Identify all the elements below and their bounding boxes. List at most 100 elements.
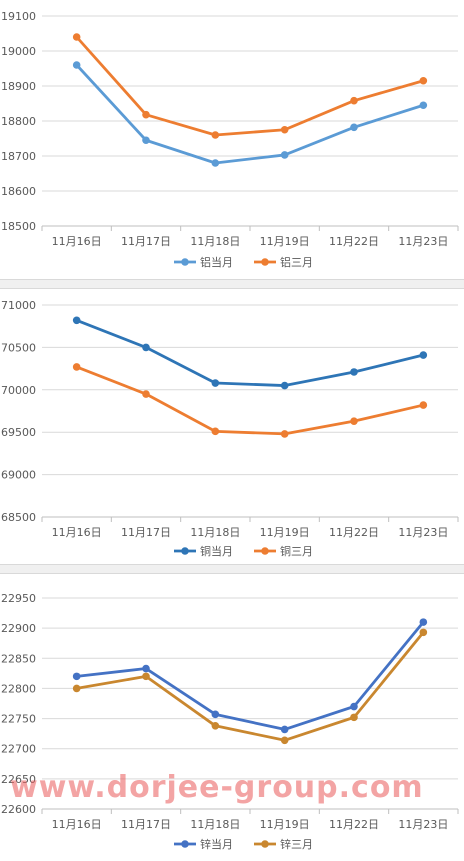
legend-label: 铝当月	[200, 255, 233, 269]
data-point	[350, 713, 358, 722]
series-line	[76, 365, 424, 436]
y-tick-label: 68500	[1, 511, 36, 524]
data-point	[350, 96, 358, 105]
data-point	[72, 33, 81, 41]
copper-line-chart: 68500 69000 69500 70000 70500 71000 11月16日 11月1…	[1, 299, 459, 558]
zinc-chart-panel: 22600 22650 22700 22750 22800 22850 22900 22950…	[0, 574, 464, 857]
data-point	[280, 381, 289, 390]
data-point	[211, 131, 220, 139]
x-tick-label: 11月23日	[398, 526, 448, 539]
aluminum-chart-panel: 18500 18600 18700 18800 18900 19000 19100 11月16…	[0, 0, 464, 279]
x-tick-label: 11月22日	[329, 818, 379, 831]
y-tick-label: 18900	[1, 80, 36, 93]
y-tick-label: 22900	[1, 622, 36, 635]
data-point	[72, 61, 81, 69]
data-point	[72, 672, 81, 681]
y-tick-label: 19000	[1, 45, 36, 58]
x-tick-label: 11月19日	[260, 526, 310, 539]
x-tick-label: 11月19日	[260, 235, 310, 248]
x-tick-label: 11月19日	[260, 818, 310, 831]
data-point	[280, 151, 289, 159]
aluminum-line-chart: 18500 18600 18700 18800 18900 19000 19100 11月16…	[1, 10, 459, 269]
y-tick-label: 71000	[1, 299, 36, 312]
x-tick-label: 11月17日	[121, 235, 171, 248]
data-point	[142, 343, 150, 352]
legend-marker	[181, 840, 189, 848]
data-point	[211, 379, 220, 387]
y-tick-label: 18700	[1, 150, 36, 163]
legend-marker	[181, 258, 189, 266]
panel-divider	[0, 279, 464, 289]
y-tick-label: 19100	[1, 10, 36, 23]
legend-label: 铝三月	[280, 255, 313, 269]
x-tick-label: 11月17日	[121, 526, 171, 539]
x-tick-label: 11月16日	[52, 818, 102, 831]
y-tick-label: 18600	[1, 185, 36, 198]
x-tick-label: 11月18日	[190, 235, 240, 248]
data-point	[142, 664, 150, 673]
zinc-line-chart: 22600 22650 22700 22750 22800 22850 22900 22950…	[1, 592, 459, 851]
series-line	[75, 36, 424, 137]
y-tick-label: 22750	[1, 713, 36, 726]
data-point	[142, 110, 150, 119]
data-point	[211, 722, 220, 730]
data-point	[211, 159, 220, 167]
data-point	[72, 684, 81, 693]
x-tick-label: 11月22日	[329, 235, 379, 248]
data-point	[419, 101, 428, 110]
x-tick-label: 11月16日	[52, 526, 102, 539]
series-line	[76, 621, 425, 731]
x-tick-label: 11月17日	[121, 818, 171, 831]
y-tick-label: 69500	[1, 426, 36, 439]
data-point	[419, 76, 428, 85]
x-tick-label: 11月23日	[398, 818, 448, 831]
legend-label: 铜三月	[280, 544, 313, 558]
y-tick-label: 22950	[1, 592, 36, 605]
panel-divider	[0, 564, 464, 574]
data-point	[72, 316, 81, 325]
data-point	[419, 618, 428, 626]
data-point	[419, 401, 428, 409]
data-point	[280, 125, 289, 134]
y-tick-label: 22600	[1, 803, 36, 816]
data-point	[142, 136, 150, 145]
legend-label: 锌当月	[200, 837, 233, 851]
x-tick-label: 11月23日	[398, 235, 448, 248]
legend-marker	[261, 547, 269, 555]
y-tick-label: 69000	[1, 469, 36, 482]
y-tick-label: 22650	[1, 773, 36, 786]
data-point	[211, 427, 220, 436]
series-line	[75, 64, 424, 165]
data-point	[72, 363, 81, 371]
data-point	[419, 628, 428, 637]
data-point	[280, 430, 289, 438]
x-tick-label: 11月18日	[190, 818, 240, 831]
data-point	[142, 672, 150, 681]
y-tick-label: 22800	[1, 682, 36, 695]
data-point	[350, 417, 358, 425]
legend-marker	[261, 840, 269, 848]
x-tick-label: 11月16日	[52, 235, 102, 248]
data-point	[350, 368, 358, 376]
data-point	[280, 736, 289, 745]
series-line	[76, 318, 424, 387]
data-point	[350, 123, 358, 132]
data-point	[419, 351, 428, 359]
legend-label: 锌三月	[280, 837, 313, 851]
data-point	[280, 725, 289, 734]
x-tick-label: 11月18日	[190, 526, 240, 539]
y-tick-label: 70000	[1, 384, 36, 397]
legend-label: 铜当月	[200, 544, 233, 558]
y-tick-label: 18800	[1, 115, 36, 128]
legend-marker	[181, 547, 189, 555]
data-point	[350, 702, 358, 711]
legend-marker	[261, 258, 269, 266]
data-point	[211, 710, 220, 719]
x-tick-label: 11月22日	[329, 526, 379, 539]
series-line	[76, 631, 425, 742]
y-tick-label: 22850	[1, 652, 36, 665]
y-tick-label: 18500	[1, 220, 36, 233]
data-point	[142, 390, 150, 398]
y-tick-label: 22700	[1, 743, 36, 756]
y-tick-label: 70500	[1, 341, 36, 354]
